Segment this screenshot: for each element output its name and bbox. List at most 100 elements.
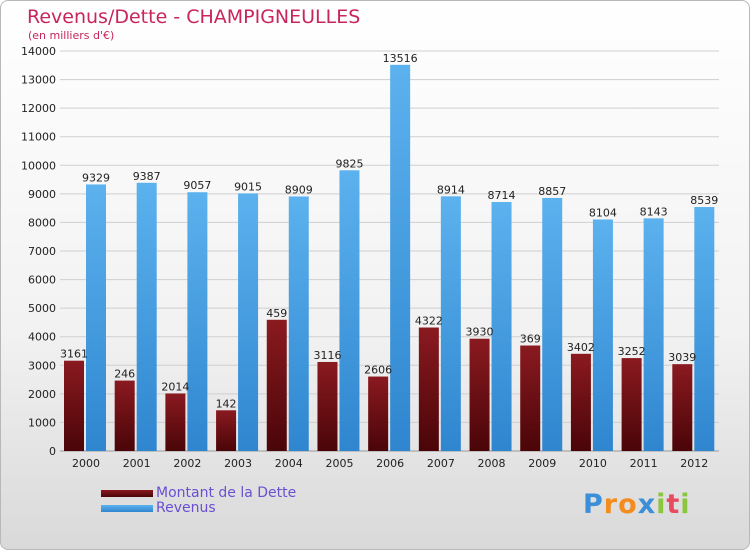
bar-revenus bbox=[694, 207, 715, 451]
x-tick-label: 2005 bbox=[325, 457, 353, 470]
legend-swatch-revenus bbox=[101, 505, 153, 512]
logo-letter: x bbox=[637, 489, 657, 520]
data-label-revenus: 9057 bbox=[183, 179, 211, 192]
legend-label-dette: Montant de la Dette bbox=[156, 485, 297, 501]
logo-letter: r bbox=[603, 489, 619, 520]
chart-title: Revenus/Dette - CHAMPIGNEULLES bbox=[27, 6, 361, 28]
x-tick-label: 2012 bbox=[680, 457, 708, 470]
data-label-dette: 369 bbox=[520, 333, 541, 346]
bar-dette bbox=[114, 380, 135, 451]
y-tick-label: 9000 bbox=[28, 188, 56, 201]
data-label-revenus: 9015 bbox=[234, 180, 262, 193]
bar-revenus bbox=[390, 64, 411, 452]
data-label-dette: 2014 bbox=[161, 380, 189, 393]
bar-dette bbox=[368, 376, 389, 451]
bar-revenus bbox=[440, 196, 461, 451]
logo-letter: o bbox=[618, 489, 638, 520]
bar-revenus bbox=[238, 193, 259, 451]
y-tick-label: 0 bbox=[49, 445, 56, 458]
bar-revenus bbox=[339, 170, 360, 452]
bar-revenus bbox=[136, 182, 157, 452]
data-label-dette: 3930 bbox=[466, 326, 494, 339]
data-label-dette: 459 bbox=[266, 307, 287, 320]
data-label-dette: 3161 bbox=[60, 348, 88, 361]
x-tick-label: 2010 bbox=[579, 457, 607, 470]
data-label-revenus: 9329 bbox=[82, 171, 110, 184]
bar-revenus bbox=[187, 192, 208, 451]
x-tick-label: 2006 bbox=[376, 457, 404, 470]
x-tick-label: 2002 bbox=[173, 457, 201, 470]
data-label-dette: 3039 bbox=[668, 351, 696, 364]
bar-dette bbox=[418, 327, 439, 451]
x-tick-label: 2009 bbox=[528, 457, 556, 470]
x-tick-label: 2004 bbox=[275, 457, 303, 470]
x-tick-label: 2003 bbox=[224, 457, 252, 470]
data-label-revenus: 8909 bbox=[285, 183, 313, 196]
bar-revenus bbox=[86, 184, 106, 451]
data-label-revenus: 9825 bbox=[335, 157, 363, 170]
legend-label-revenus: Revenus bbox=[156, 500, 216, 516]
proxiti-logo: Proxiti bbox=[583, 489, 691, 520]
data-label-dette: 4322 bbox=[415, 315, 443, 328]
bar-revenus bbox=[288, 196, 309, 451]
data-label-dette: 246 bbox=[114, 368, 135, 381]
bar-dette bbox=[672, 364, 693, 451]
bar-dette bbox=[469, 338, 490, 451]
data-label-dette: 142 bbox=[216, 397, 237, 410]
bar-revenus bbox=[542, 197, 563, 451]
data-label-dette: 3252 bbox=[618, 345, 646, 358]
y-tick-label: 10000 bbox=[21, 159, 56, 172]
logo-letter: P bbox=[583, 489, 604, 520]
y-tick-label: 14000 bbox=[21, 45, 56, 58]
bar-dette bbox=[165, 393, 186, 451]
grid-lines bbox=[60, 50, 719, 452]
data-label-dette: 3116 bbox=[313, 349, 341, 362]
bar-revenus bbox=[643, 218, 664, 451]
logo-letter: i bbox=[680, 489, 691, 520]
y-tick-label: 11000 bbox=[21, 131, 56, 144]
bar-dette bbox=[621, 358, 642, 451]
data-label-revenus: 13516 bbox=[383, 52, 418, 65]
x-tick-label: 2011 bbox=[630, 457, 658, 470]
logo-letter: t bbox=[666, 489, 681, 520]
data-label-revenus: 9387 bbox=[133, 170, 161, 183]
y-tick-label: 6000 bbox=[28, 274, 56, 287]
chart-subtitle: (en milliers d'€) bbox=[28, 29, 115, 42]
y-tick-label: 8000 bbox=[28, 216, 56, 229]
logo-letter: i bbox=[656, 489, 667, 520]
y-tick-label: 1000 bbox=[28, 416, 56, 429]
data-labels: 3161 9329 246 9387 2014 9057 142 9015 459 8909 311… bbox=[60, 52, 718, 410]
data-label-revenus: 8914 bbox=[437, 183, 465, 196]
data-label-dette: 3402 bbox=[567, 341, 595, 354]
y-tick-label: 5000 bbox=[28, 302, 56, 315]
y-tick-label: 13000 bbox=[21, 74, 56, 87]
data-label-revenus: 8857 bbox=[538, 185, 566, 198]
data-label-revenus: 8104 bbox=[589, 206, 617, 219]
y-tick-label: 3000 bbox=[28, 359, 56, 372]
bar-dette bbox=[317, 361, 338, 451]
y-tick-label: 4000 bbox=[28, 331, 56, 344]
bar-dette bbox=[216, 410, 237, 451]
bar-dette bbox=[570, 353, 591, 451]
bar-revenus bbox=[491, 202, 512, 451]
x-tick-label: 2008 bbox=[478, 457, 506, 470]
bar-dette bbox=[266, 319, 287, 451]
data-label-revenus: 8539 bbox=[690, 194, 718, 207]
y-axis-ticks: 0 1000 2000 3000 4000 5000 6000 7000 8000 9000 100… bbox=[21, 45, 56, 458]
bars bbox=[64, 64, 715, 452]
x-axis-ticks: 2000 2001 2002 2003 2004 2005 2006 2007 2008 2009… bbox=[72, 457, 708, 470]
data-label-dette: 2606 bbox=[364, 364, 392, 377]
y-tick-label: 7000 bbox=[28, 245, 56, 258]
x-tick-label: 2001 bbox=[123, 457, 151, 470]
bar-dette bbox=[64, 360, 84, 451]
legend-swatch-dette bbox=[101, 490, 153, 497]
bar-dette bbox=[520, 345, 541, 451]
y-tick-label: 2000 bbox=[28, 388, 56, 401]
y-tick-label: 12000 bbox=[21, 102, 56, 115]
x-tick-label: 2000 bbox=[72, 457, 100, 470]
x-tick-label: 2007 bbox=[427, 457, 455, 470]
data-label-revenus: 8714 bbox=[488, 189, 516, 202]
data-label-revenus: 8143 bbox=[640, 205, 668, 218]
